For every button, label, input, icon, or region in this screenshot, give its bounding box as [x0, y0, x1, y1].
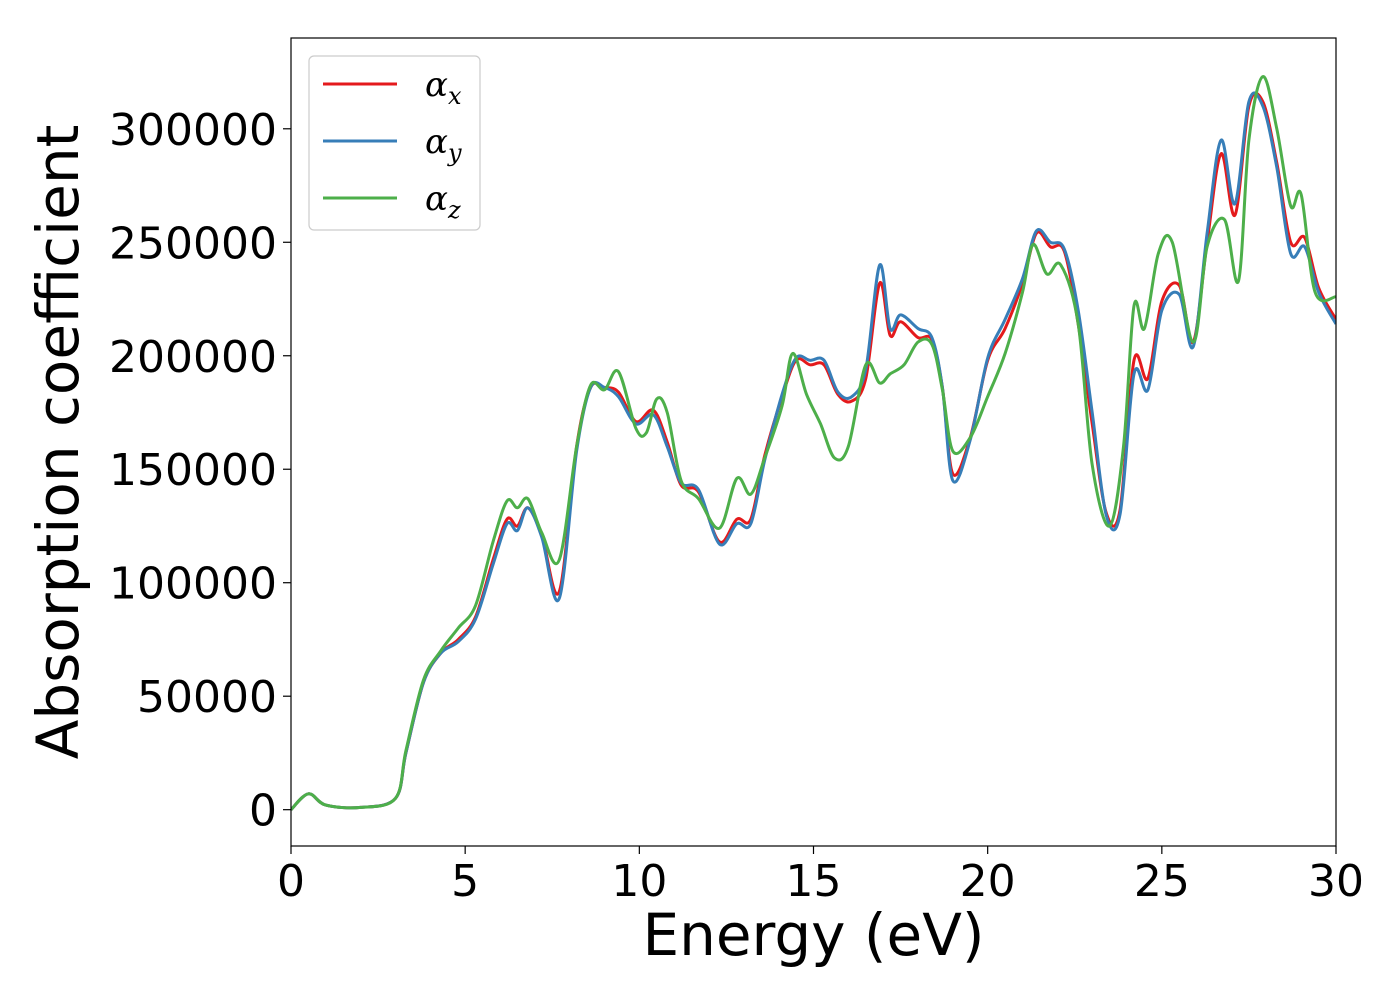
series-line-z	[291, 75, 1336, 811]
x-tick-label: 25	[1134, 856, 1190, 907]
x-tick-label: 30	[1308, 856, 1364, 907]
legend-label-z: αz	[425, 179, 461, 224]
x-tick-label: 10	[611, 856, 667, 907]
y-tick-label: 250000	[109, 218, 277, 269]
x-tick-label: 15	[786, 856, 842, 907]
legend-box	[308, 55, 481, 231]
x-axis-ticks: 0 5 10 15 20 25 30	[277, 846, 1364, 907]
y-tick-label: 150000	[109, 445, 277, 496]
y-tick-label: 100000	[109, 559, 277, 610]
y-tick-label: 200000	[109, 332, 277, 383]
x-tick-label: 20	[960, 856, 1016, 907]
y-axis-ticks: 0 50000 100000 150000 200000 250000 300000	[109, 105, 291, 837]
series-lines	[291, 75, 1336, 811]
y-axis-label: Absorption coefficient	[24, 125, 92, 760]
x-tick-label: 5	[451, 856, 479, 907]
x-axis-label: Energy (eV)	[642, 901, 984, 969]
y-tick-label: 0	[249, 786, 277, 837]
y-tick-label: 300000	[109, 105, 277, 156]
y-tick-label: 50000	[137, 672, 277, 723]
x-tick-label: 0	[277, 856, 305, 907]
